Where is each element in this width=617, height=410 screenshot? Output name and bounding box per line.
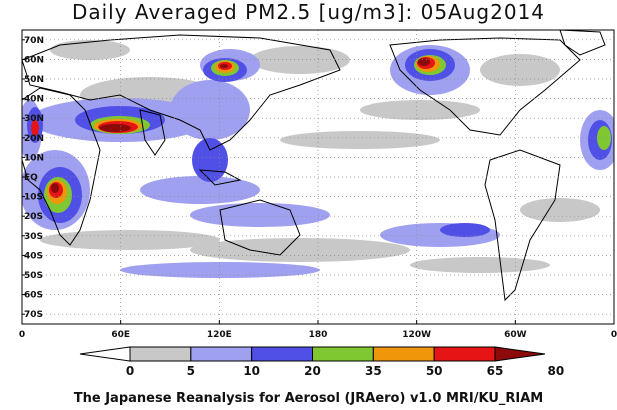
colorbar-tick-label: 35 [365,364,382,378]
lat-label: 40N [24,95,44,105]
colorbar-tick-label: 5 [187,364,195,378]
lat-label: 50N [24,75,44,85]
colorbar-tick-label: 50 [426,364,443,378]
colorbar-tick-label: 65 [487,364,504,378]
lat-label: 60S [24,291,43,301]
south-america-coast [484,149,561,302]
colorbar-tick-label: 10 [243,364,260,378]
lat-label: 30S [24,232,43,242]
lat-label: 40S [24,251,43,261]
colorbar-segment [251,346,314,362]
map-footer: The Japanese Reanalysis for Aerosol (JRA… [73,391,544,406]
colorbar-segment [190,346,253,362]
colorbar-tick-label: 20 [304,364,321,378]
india-coast [139,109,166,156]
lat-label: 10S [24,193,43,203]
colorbar-high-triangle [494,346,546,362]
lat-label: 70S [24,310,43,320]
africa-coast [22,87,101,246]
lat-label: 10N [24,153,44,163]
lat-label: 20N [24,134,44,144]
colorbar-segment [372,346,435,362]
maritime-continent-coast [198,169,242,186]
map-title: Daily Averaged PM2.5 [ug/m3]: 05Aug2014 [71,0,546,24]
lon-label: 180 [309,330,328,340]
coastlines [22,30,606,302]
longitude-labels: 0 60E 120E 180 120W 60W 0 [19,320,617,340]
lat-label: 60N [24,55,44,65]
eurasia-coast [22,34,341,151]
lat-label: 70N [24,36,44,46]
colorbar-tick-label: 0 [126,364,134,378]
lat-label: 20S [24,212,43,222]
greenland-coast [559,30,606,56]
plume-layer [22,40,614,278]
lon-label: 120W [402,330,431,340]
colorbar-segment [433,346,496,362]
colorbar: 0 5 10 20 35 50 65 80 [79,346,564,378]
latitude-labels: 70N 60N 50N 40N 30N 20N 10N EQ 10S 20S 30S 40S 50S 60… [22,36,44,320]
lat-label: EQ [24,173,38,183]
colorbar-segment [312,346,374,362]
lon-label: 0 [19,330,25,340]
australia-coast [219,199,301,256]
colorbar-low-triangle [79,346,131,362]
lon-label: 60E [111,330,130,340]
lon-label: 120E [207,330,232,340]
gridlines [22,30,614,324]
level-80-plus-areas [51,58,430,193]
north-america-coast [389,37,581,136]
colorbar-tick-label: 80 [547,364,564,378]
lat-label: 30N [24,114,44,124]
level-5-10-areas [40,40,600,273]
lon-label: 60W [504,330,527,340]
lon-label: 0 [611,330,617,340]
lat-label: 50S [24,271,43,281]
colorbar-segment [129,346,192,362]
